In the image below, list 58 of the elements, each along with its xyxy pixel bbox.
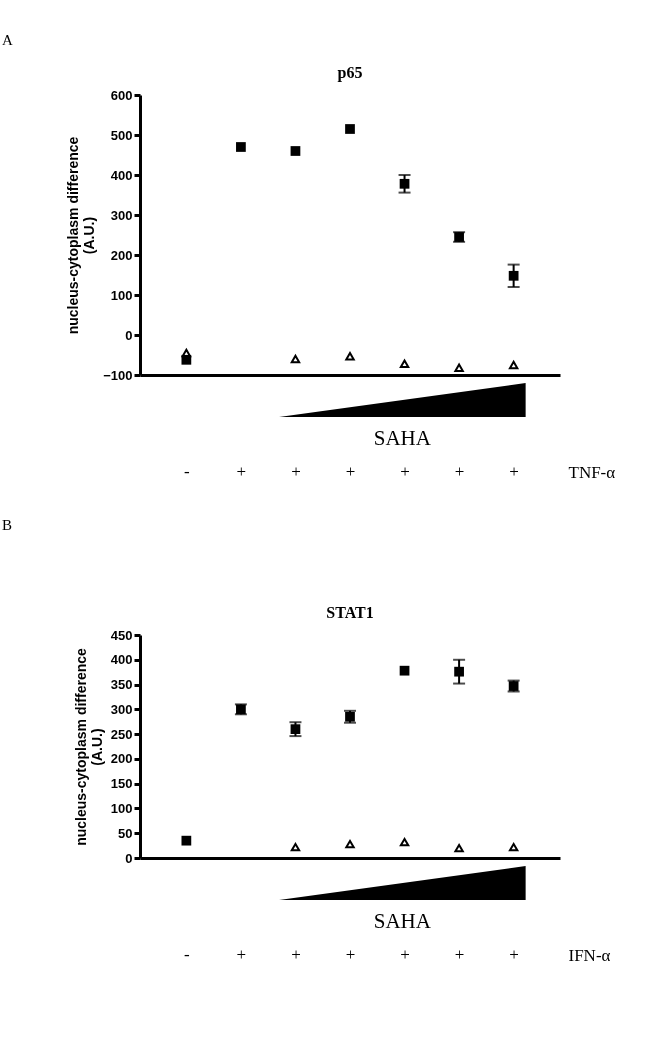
point bbox=[508, 360, 519, 370]
point bbox=[345, 124, 355, 134]
y-tick-label: 400 bbox=[110, 652, 133, 668]
y-tick-label: 200 bbox=[110, 751, 133, 767]
point bbox=[345, 351, 355, 361]
point bbox=[290, 354, 301, 364]
point bbox=[290, 842, 301, 852]
y-tick-label: 50 bbox=[118, 825, 133, 841]
y-tick-label: 300 bbox=[110, 701, 133, 717]
y-tick-label: 0 bbox=[125, 850, 133, 866]
y-tick-label: 400 bbox=[110, 167, 133, 183]
chart-title: p65 bbox=[337, 64, 363, 82]
x-tick-label: + bbox=[454, 461, 465, 481]
y-tick-label: 150 bbox=[110, 776, 133, 792]
point bbox=[290, 146, 301, 156]
point bbox=[399, 359, 410, 369]
x-axis-title: TNF-α bbox=[568, 462, 616, 482]
x-tick-label: + bbox=[345, 944, 356, 964]
point bbox=[236, 142, 246, 152]
x-tick-label: + bbox=[236, 944, 247, 964]
y-tick-label: 200 bbox=[110, 247, 133, 263]
y-tick-label: 350 bbox=[110, 677, 133, 693]
y-tick-label: 100 bbox=[110, 800, 133, 816]
chart-title: STAT1 bbox=[326, 604, 374, 621]
y-tick-label: 300 bbox=[110, 207, 133, 223]
text: SAHA bbox=[373, 426, 432, 450]
x-axis-title: IFN-α bbox=[568, 945, 611, 965]
x-tick-label: + bbox=[400, 461, 410, 481]
y-tick-label: 0 bbox=[125, 327, 133, 343]
y-tick-label: 600 bbox=[110, 87, 133, 103]
text: SAHA bbox=[373, 909, 432, 933]
x-tick-label: - bbox=[184, 461, 191, 481]
y-axis-title: nucleus-cytoplasm difference (A.U.) bbox=[65, 136, 98, 335]
y-tick-label: 100 bbox=[110, 287, 133, 303]
x-tick-label: - bbox=[184, 944, 191, 964]
text: A bbox=[2, 32, 13, 48]
point bbox=[454, 363, 464, 373]
x-tick-label: + bbox=[400, 944, 410, 964]
point bbox=[454, 843, 464, 853]
point bbox=[181, 835, 192, 846]
x-tick-label: + bbox=[509, 944, 519, 964]
y-tick-label: 450 bbox=[110, 627, 133, 643]
x-tick-label: + bbox=[509, 461, 519, 481]
x-tick-label: + bbox=[454, 944, 465, 964]
x-tick-label: + bbox=[291, 461, 301, 481]
point bbox=[399, 665, 410, 676]
x-tick-label: + bbox=[236, 461, 247, 481]
point bbox=[399, 837, 410, 847]
point bbox=[345, 839, 355, 849]
y-tick-label: 250 bbox=[110, 726, 133, 742]
y-tick-label: −100 bbox=[103, 367, 133, 383]
text: B bbox=[2, 517, 13, 533]
x-tick-label: + bbox=[345, 461, 356, 481]
y-axis-title: nucleus-cytoplasm difference (A.U.) bbox=[72, 647, 105, 846]
x-tick-label: + bbox=[291, 944, 301, 964]
point bbox=[181, 348, 192, 358]
point bbox=[508, 842, 519, 852]
y-tick-label: 500 bbox=[110, 127, 133, 143]
